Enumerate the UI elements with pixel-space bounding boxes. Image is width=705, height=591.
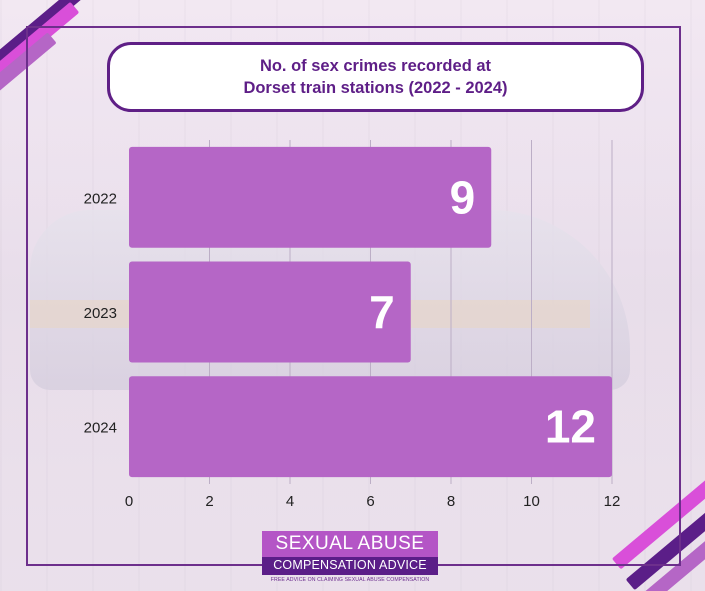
chart-title: No. of sex crimes recorded at Dorset tra…	[243, 57, 508, 97]
x-tick-10: 10	[523, 493, 540, 510]
data-label-2024: 12	[545, 401, 596, 453]
y-label-2023: 2023	[84, 305, 117, 322]
x-tick-4: 4	[286, 493, 294, 510]
x-tick-6: 6	[366, 493, 374, 510]
chart-title-box: No. of sex crimes recorded at Dorset tra…	[107, 42, 644, 112]
x-tick-2: 2	[205, 493, 213, 510]
logo-tagline: FREE ADVICE ON CLAIMING SEXUAL ABUSE COM…	[270, 577, 430, 583]
brand-logo: SEXUAL ABUSE COMPENSATION ADVICE FREE AD…	[262, 531, 438, 583]
y-axis-labels: 2022 2023 2024	[84, 190, 117, 436]
y-label-2024: 2024	[84, 420, 117, 437]
y-label-2022: 2022	[84, 190, 117, 207]
logo-line-1: SEXUAL ABUSE	[262, 531, 438, 557]
x-tick-0: 0	[125, 493, 133, 510]
data-label-2023: 7	[369, 286, 395, 338]
data-label-2022: 9	[450, 171, 476, 223]
bar-2024	[129, 376, 612, 478]
bar-2023	[129, 261, 411, 363]
x-tick-12: 12	[604, 493, 621, 510]
bars: 9 7 12	[129, 146, 612, 478]
bar-2022	[129, 146, 492, 248]
x-axis-tick-labels: 0 2 4 6 8 10 12	[125, 493, 621, 510]
logo-line-2: COMPENSATION ADVICE	[262, 557, 438, 575]
x-tick-8: 8	[447, 493, 455, 510]
